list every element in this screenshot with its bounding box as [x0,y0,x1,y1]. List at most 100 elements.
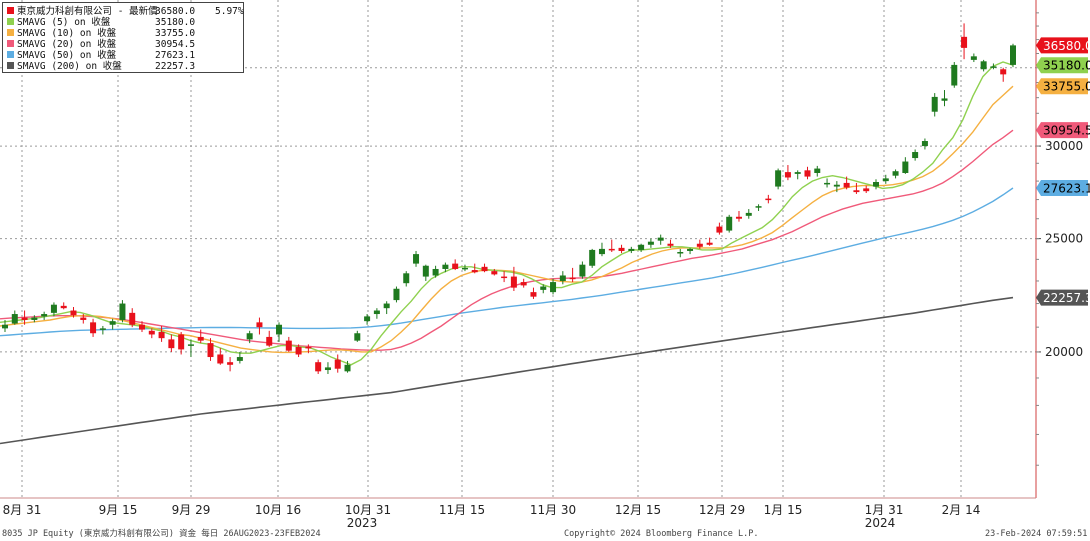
sma-5-line [0,61,1014,366]
candle-body [618,247,625,251]
legend-swatch [7,51,14,58]
candle-body [109,321,116,325]
candle-body [892,171,899,176]
candle [618,244,625,254]
candle [432,265,439,278]
candle [158,325,165,342]
candle-body [413,254,420,264]
candle [794,170,801,180]
candle-body [628,248,635,251]
legend-swatch [7,40,14,47]
legend-value: 30954.5 [155,39,196,50]
candle [295,344,302,358]
legend-name: SMAVG (50) on 收盤 [17,50,117,61]
candle-body [452,263,459,269]
candle [931,93,938,117]
candle-body [266,336,273,346]
candle [187,339,194,358]
chart-legend: 東京威力科創有限公司 - 最新價 36580.0 5.97% SMAVG (5) on… [2,2,244,73]
candle [941,90,948,107]
price-tag-bg [1036,37,1088,54]
price-tag: 22257.3 [1036,289,1090,306]
candle-body [471,270,478,273]
candle [706,237,713,246]
legend-value: 33755.0 [155,28,196,39]
candle-body [530,292,537,297]
candle [139,321,146,333]
y-tick-label: 30000 [1045,139,1083,153]
x-tick-label: 10月 31 [345,503,391,517]
candle [677,248,684,258]
legend-name: SMAVG (20) on 收盤 [17,39,117,50]
candle [726,214,733,233]
candle-body [315,362,322,372]
candle [305,344,312,354]
candle [99,325,106,335]
candle-body [129,312,136,325]
candle [872,179,879,190]
candle [109,318,116,330]
x-tick-label: 1月 31 [865,503,904,517]
candle-body [148,330,155,335]
legend-entry: SMAVG (50) on 收盤 27623.1 [7,50,195,61]
candle [882,174,889,184]
candle [70,307,77,318]
legend-value: 36580.0 [155,6,196,17]
candle [129,308,136,328]
x-year-label: 2024 [865,516,896,530]
legend-swatch [7,29,14,36]
candle [285,336,292,352]
candle-body [1000,69,1007,75]
candle [608,239,615,253]
candle-body [31,317,38,320]
footer-timestamp: 23-Feb-2024 07:59:51 [985,529,1088,539]
candle [60,302,67,310]
legend-entry: SMAVG (5) on 收盤 35180.0 [7,17,195,28]
candle [41,311,48,320]
candle [863,185,870,194]
candle-body [305,346,312,349]
sma-50-line [0,187,1014,337]
sma-20-line [0,129,1014,351]
candle-body [197,336,204,341]
candle-body [442,264,449,269]
legend-swatch [7,62,14,69]
candle [735,210,742,222]
candle-body [285,340,292,351]
candle-body [207,343,214,358]
legend-name: 東京威力科創有限公司 - 最新價 [17,6,158,17]
candle [364,314,371,325]
candle [804,166,811,180]
candle-body [481,266,488,272]
price-tag-bg [1036,78,1088,95]
candle-body [902,161,909,174]
candle [413,250,420,267]
legend-entry: SMAVG (20) on 收盤 30954.5 [7,39,195,50]
x-tick-label: 2月 14 [942,503,981,517]
candle-body [60,305,67,309]
candle-body [70,310,77,316]
x-tick-label: 12月 29 [699,503,745,517]
candle-body [833,184,840,187]
candle-body [970,56,977,60]
sma-200-line [0,296,1014,445]
candle-body [824,182,831,185]
moving-average-lines [0,61,1014,445]
candle [344,360,351,373]
candle [598,242,605,257]
chart-grid [0,0,1037,499]
candle [236,351,243,364]
candle-body [119,303,126,320]
candle-body [941,98,948,101]
candle-body [236,357,243,361]
x-tick-label: 10月 16 [255,503,301,517]
candle-body [217,354,224,364]
candle [687,247,694,255]
candle-body [510,276,517,288]
candle-body [853,190,860,193]
candle [354,330,361,342]
candle [422,264,429,281]
candle-body [520,282,527,286]
candle-body [256,322,263,328]
candle [461,264,468,272]
